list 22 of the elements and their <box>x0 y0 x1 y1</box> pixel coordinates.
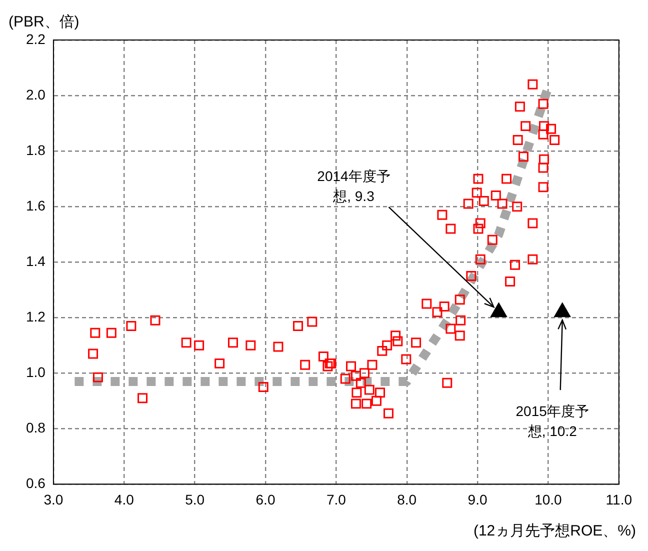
y-tick-label: 2.2 <box>26 30 46 47</box>
x-tick-label: 9.0 <box>468 491 488 508</box>
x-tick-label: 3.0 <box>44 491 64 508</box>
x-axis-title: (12ヵ月先予想ROE、%) <box>473 522 636 540</box>
x-tick-label: 10.0 <box>534 491 562 508</box>
y-tick-label: 1.8 <box>26 142 46 158</box>
y-tick-label: 2.0 <box>26 86 46 102</box>
y-tick-label: 0.6 <box>26 475 46 492</box>
y-tick-label: 1.2 <box>26 308 46 324</box>
x-tick-label: 7.0 <box>326 491 346 508</box>
x-tick-label: 8.0 <box>397 491 417 508</box>
y-tick-label: 1.6 <box>26 197 46 214</box>
annotation: 2015年度予想, 10.2 <box>516 402 589 439</box>
x-tick-label: 11.0 <box>606 491 632 508</box>
y-tick-label: 1.0 <box>26 364 46 380</box>
y-tick-label: 0.8 <box>26 420 46 436</box>
y-tick-label: 1.4 <box>26 252 46 269</box>
x-tick-label: 6.0 <box>256 491 276 508</box>
y-axis-title: (PBR、倍) <box>8 14 80 31</box>
x-tick-label: 4.0 <box>114 491 134 508</box>
x-tick-label: 5.0 <box>185 491 205 508</box>
annotation: 2014年度予想, 9.3 <box>317 168 390 204</box>
